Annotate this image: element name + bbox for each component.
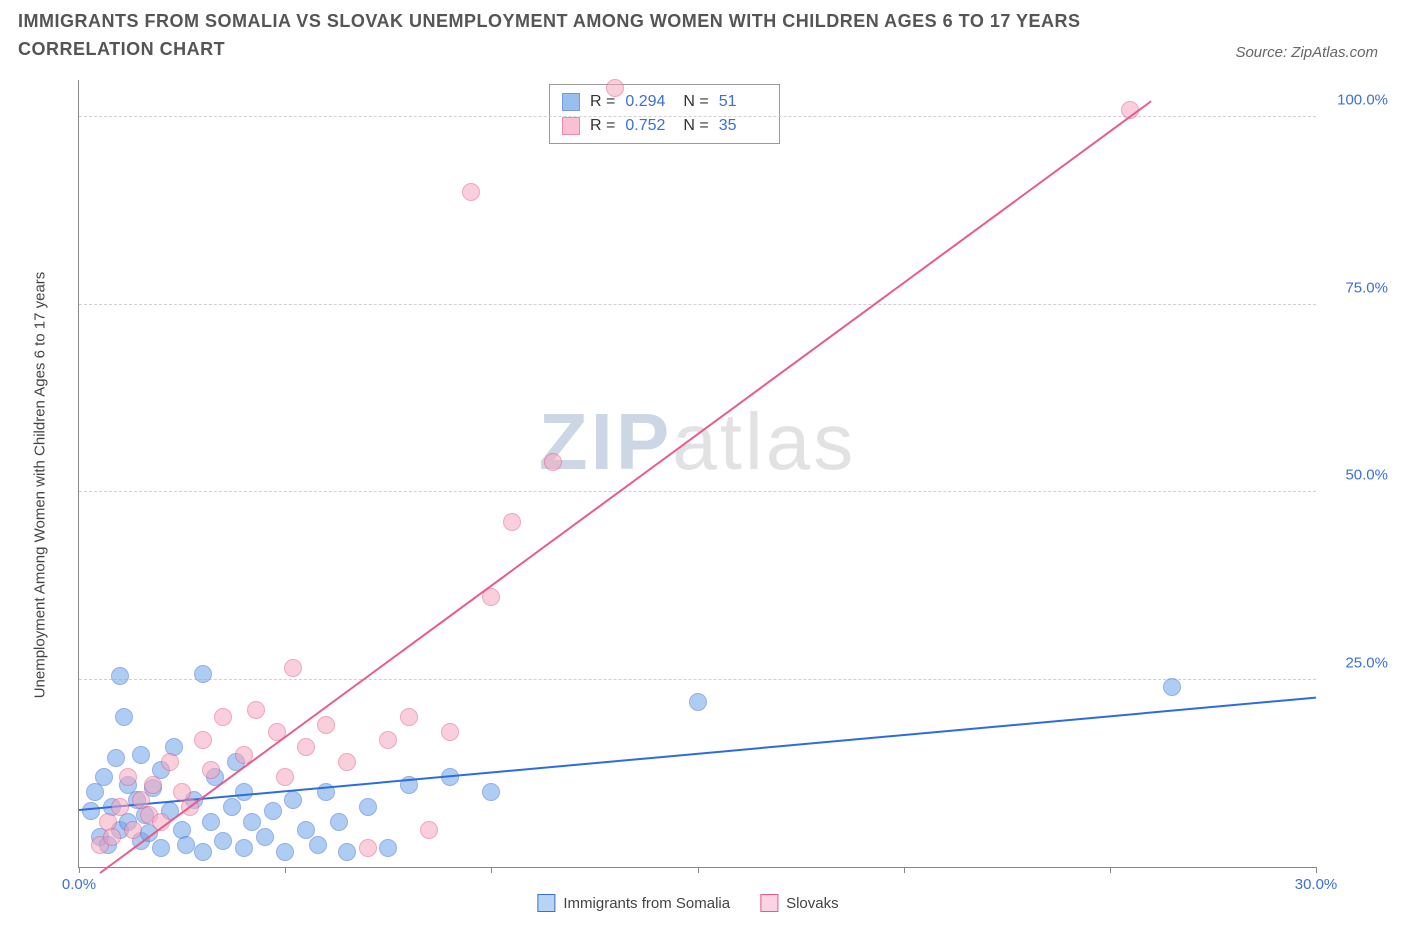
scatter-point [202,761,220,779]
scatter-point [177,836,195,854]
scatter-point [235,839,253,857]
scatter-point [330,813,348,831]
x-tick-label: 0.0% [62,876,96,893]
scatter-point [256,828,274,846]
scatter-point [111,667,129,685]
scatter-point [202,813,220,831]
scatter-point [235,783,253,801]
scatter-point [223,798,241,816]
scatter-point [161,753,179,771]
scatter-point [132,746,150,764]
scatter-point [95,768,113,786]
scatter-point [276,843,294,861]
legend-swatch [537,894,555,912]
scatter-point [243,813,261,831]
scatter-point [284,659,302,677]
legend-item: Slovaks [760,894,839,912]
scatter-point [124,821,142,839]
scatter-point [194,731,212,749]
scatter-point [152,839,170,857]
gridline [79,304,1316,305]
scatter-point [214,832,232,850]
legend-label: Immigrants from Somalia [563,895,730,912]
scatter-point [379,731,397,749]
stats-row: R =0.294N =51 [562,90,767,114]
stat-n-value: 35 [719,114,767,138]
x-tick [491,867,492,873]
scatter-point [359,839,377,857]
stats-legend-box: R = 0.294 N = 51R = 0.752 N = 35 [549,84,780,144]
y-tick-label: 50.0% [1323,467,1388,484]
scatter-point [400,708,418,726]
plot-region: ZIPatlas R =0.294N =51R =0.752N =35 25.0… [78,80,1316,868]
scatter-point [276,768,294,786]
x-tick [285,867,286,873]
scatter-point [103,828,121,846]
scatter-point [309,836,327,854]
scatter-point [379,839,397,857]
legend-label: Slovaks [786,895,839,912]
trend-line [79,696,1316,810]
scatter-point [119,768,137,786]
scatter-point [689,693,707,711]
y-tick-label: 100.0% [1323,92,1388,109]
watermark: ZIPatlas [539,396,856,488]
scatter-point [247,701,265,719]
x-tick [1316,867,1317,873]
source-attribution: Source: ZipAtlas.com [1235,44,1378,61]
chart-area: Unemployment Among Women with Children A… [60,80,1316,890]
scatter-point [420,821,438,839]
x-tick [1110,867,1111,873]
scatter-point [107,749,125,767]
bottom-legend: Immigrants from Somalia Slovaks [537,894,838,912]
scatter-point [115,708,133,726]
scatter-point [297,738,315,756]
scatter-point [194,665,212,683]
y-tick-label: 25.0% [1323,654,1388,671]
scatter-point [264,802,282,820]
scatter-point [359,798,377,816]
stat-n-label: N = [683,114,708,138]
stats-row: R = 0.752 N = 35 [562,114,767,138]
scatter-point [214,708,232,726]
gridline [79,679,1316,680]
stat-r-value: 0.752 [625,114,673,138]
scatter-point [284,791,302,809]
x-tick [698,867,699,873]
scatter-point [338,843,356,861]
stat-r-value: 0.294 [625,90,673,114]
scatter-point [194,843,212,861]
legend-swatch [562,117,580,135]
scatter-point [606,79,624,97]
scatter-point [144,776,162,794]
scatter-point [1163,678,1181,696]
y-axis-label: Unemployment Among Women with Children A… [32,272,49,699]
legend-item: Immigrants from Somalia [537,894,730,912]
scatter-point [544,453,562,471]
scatter-point [503,513,521,531]
x-tick [904,867,905,873]
scatter-point [441,723,459,741]
scatter-point [482,783,500,801]
legend-swatch [760,894,778,912]
gridline [79,491,1316,492]
scatter-point [111,798,129,816]
x-tick [79,867,80,873]
scatter-point [338,753,356,771]
y-tick-label: 75.0% [1323,279,1388,296]
stat-r-label: R = [590,114,615,138]
x-tick-label: 30.0% [1295,876,1338,893]
trend-line [99,101,1152,875]
scatter-point [462,183,480,201]
legend-swatch [562,93,580,111]
stat-n-value: 51 [719,90,767,114]
scatter-point [82,802,100,820]
scatter-point [297,821,315,839]
chart-title: IMMIGRANTS FROM SOMALIA VS SLOVAK UNEMPL… [18,8,1206,64]
scatter-point [317,716,335,734]
stat-n-label: N = [683,90,708,114]
